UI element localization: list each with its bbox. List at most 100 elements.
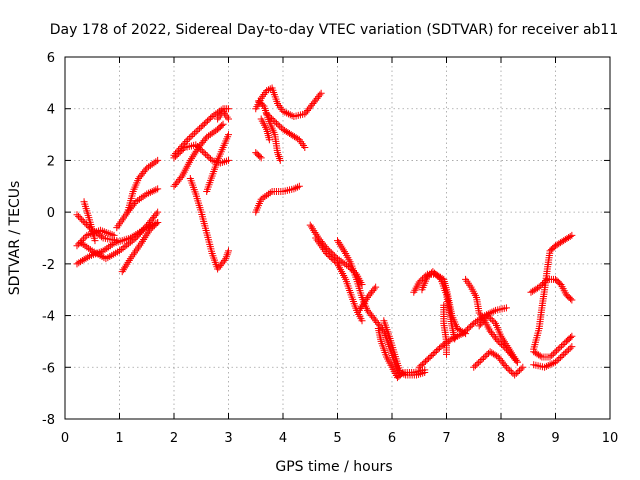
data-point [141,166,149,174]
data-track [203,131,232,195]
y-tick-label: -4 [42,310,55,325]
data-point [173,148,181,156]
data-point [478,356,486,364]
data-point [566,295,574,303]
data-point [99,247,107,255]
data-point [276,156,284,164]
data-track [530,231,576,353]
data-point [257,154,265,162]
data-point [203,152,211,160]
data-point [546,353,554,361]
data-track [475,312,521,366]
data-point [324,251,332,259]
data-point [506,366,514,374]
data-point [208,129,216,137]
data-point [132,198,140,206]
data-point [81,233,89,241]
data-point [561,339,569,347]
data-track [334,237,404,379]
data-point [473,317,481,325]
data-track [124,156,162,216]
data-point [464,325,472,333]
data-point [86,246,94,254]
data-point [556,353,564,361]
data-point [470,363,478,371]
data-point [460,329,468,337]
data-point [428,351,436,359]
data-point [181,139,189,147]
data-point [205,115,213,123]
data-point [110,231,118,239]
data-point [286,111,294,119]
data-point [218,122,226,130]
data-point [455,331,463,339]
data-point [83,243,91,251]
data-point [268,115,276,123]
data-point [559,341,567,349]
data-point [145,163,153,171]
data-point [290,185,298,193]
data-point [225,115,232,123]
data-point [421,357,429,365]
data-point [516,366,524,374]
data-point [553,347,561,355]
data-point [483,351,491,359]
y-tick-label: 6 [47,51,55,66]
data-point [563,347,571,355]
data-point [429,350,437,358]
data-point [339,259,347,267]
y-tick-label: 0 [47,206,55,221]
data-point [257,195,265,203]
data-point [154,156,162,164]
data-point [437,343,445,351]
data-point [502,304,510,312]
data-point [85,244,93,252]
data-point [317,89,325,97]
data-point [201,135,209,143]
data-point [137,194,145,202]
data-point [266,189,274,197]
data-point [135,231,143,239]
data-point [152,210,160,218]
data-point [502,363,510,371]
data-point [417,276,425,284]
data-point [551,348,559,356]
data-point [566,334,574,342]
data-track [257,115,273,144]
data-track [170,105,232,159]
data-point [200,120,208,128]
data-point [292,184,300,192]
data-point [200,149,208,157]
data-point [451,335,459,343]
data-point [154,218,162,226]
data-point [330,257,338,265]
x-tick-label: 6 [388,431,396,446]
data-point [284,110,292,118]
data-points [73,84,576,382]
data-point [400,370,408,378]
data-point [150,222,158,230]
data-point [568,296,576,304]
data-point [261,193,269,201]
data-point [415,363,423,371]
data-point [372,283,380,291]
data-point [202,118,210,126]
y-tick-label: -8 [42,413,55,428]
data-point [126,238,134,246]
data-point [179,141,187,149]
data-point [556,344,564,352]
data-point [418,360,426,368]
data-point [511,371,519,379]
data-point [142,222,150,230]
data-point [263,191,271,199]
data-point [473,360,481,368]
data-point [512,369,520,377]
data-point [73,242,81,250]
data-point [225,131,232,139]
data-point [568,332,576,340]
data-point [434,272,442,280]
x-tick-label: 8 [497,431,505,446]
data-track [80,198,99,245]
data-point [139,225,147,233]
data-point [152,158,160,166]
